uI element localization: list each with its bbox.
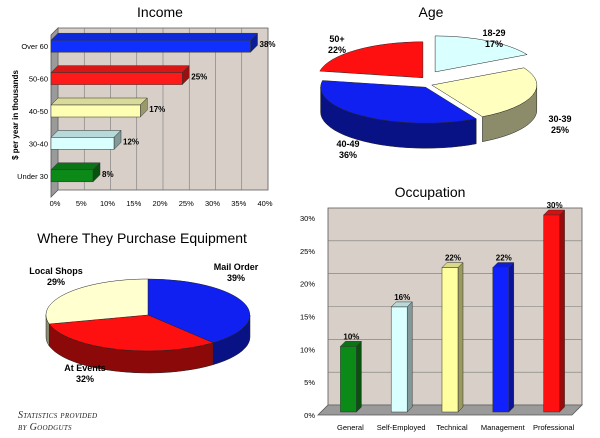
age-slice-label: 18-29 [482, 28, 505, 38]
income-bar [50, 39, 251, 53]
income-xtick: 10% [100, 199, 115, 208]
income-xtick: 0% [50, 199, 61, 208]
age-slice-label: 40-49 [336, 139, 359, 149]
occupation-bar [441, 267, 459, 413]
occupation-xtick: Self-Employed [377, 423, 426, 432]
occupation-chart: Occupation 0% 5% 10% 15% 20% 25% 30% 10% General… [300, 184, 583, 432]
income-bar-label: 38% [260, 40, 276, 49]
purchase-slice-value: 39% [227, 273, 245, 283]
credit-line-2: by Goodguts [18, 422, 72, 433]
income-bar-label: 8% [102, 170, 114, 179]
income-bar-label: 17% [149, 105, 165, 114]
income-xtick: 40% [257, 199, 272, 208]
purchase-slice-value: 32% [76, 374, 94, 384]
purchase-slice [147, 278, 251, 343]
purchase-title: Where They Purchase Equipment [37, 230, 247, 246]
income-ytick: 40-50 [29, 107, 48, 116]
occupation-bar-side [356, 340, 362, 413]
occupation-ytick: 20% [300, 280, 315, 289]
occupation-bar-side [559, 209, 565, 413]
age-slice-value: 22% [328, 45, 346, 55]
income-ytick: 50-60 [29, 75, 48, 84]
purchase-slice [48, 314, 214, 352]
occupation-bar-label: 10% [343, 332, 359, 341]
purchase-slice [45, 278, 149, 325]
income-xtick: 25% [179, 199, 194, 208]
occupation-bar-label: 30% [547, 201, 563, 210]
age-slice [319, 41, 424, 79]
income-xtick: 35% [231, 199, 246, 208]
age-slice [431, 67, 538, 117]
purchase-slice-value: 29% [47, 277, 65, 287]
purchase-slice-label: Mail Order [214, 262, 259, 272]
occupation-ytick: 0% [304, 411, 315, 420]
occupation-bar [390, 306, 408, 413]
age-title: Age [419, 4, 444, 20]
income-ytick: 30-40 [29, 139, 48, 148]
income-title: Income [137, 4, 183, 20]
income-ylabel: $ per year in thousands [11, 70, 20, 160]
occupation-title: Occupation [395, 184, 466, 200]
age-slice-label: 50+ [329, 34, 344, 44]
income-bar-top [50, 130, 122, 138]
occupation-ytick: 5% [304, 378, 315, 387]
occupation-ytick: 15% [300, 313, 315, 322]
occupation-ytick: 25% [300, 247, 315, 256]
age-slice-label: 30-39 [548, 114, 571, 124]
occupation-xtick: Technical [436, 423, 468, 432]
purchase-slice-label: Local Shops [29, 266, 83, 276]
purchase-slice-label: At Events [64, 363, 106, 373]
income-ytick: Over 60 [21, 42, 48, 51]
income-bar-top [50, 97, 148, 106]
income-bar [50, 72, 183, 85]
income-xtick: 5% [76, 199, 87, 208]
age-slice-value: 36% [339, 150, 357, 160]
age-slice-value: 17% [485, 39, 503, 49]
occupation-bar [543, 214, 560, 413]
income-bar [50, 104, 141, 118]
occupation-bar-side [457, 261, 464, 413]
occupation-bar-side [508, 261, 515, 413]
income-xtick: 30% [205, 199, 220, 208]
income-chart: Income $ per year in thousands 0% 5% 10% 15… [11, 4, 276, 208]
income-bar [50, 169, 94, 183]
occupation-bar-label: 22% [496, 254, 512, 263]
occupation-bar [340, 346, 357, 413]
occupation-xtick: Management [481, 423, 526, 432]
occupation-bar-label: 16% [394, 293, 410, 302]
occupation-ytick: 30% [300, 214, 315, 223]
income-bar-top [50, 162, 101, 171]
occupation-xtick: Professional [533, 423, 575, 432]
income-bar-top [50, 32, 259, 41]
income-xtick: 20% [152, 199, 167, 208]
income-bar [50, 137, 115, 150]
income-bar-top [50, 65, 190, 73]
income-ytick: Under 30 [17, 172, 48, 181]
occupation-bar [492, 267, 510, 413]
occupation-bar-side [406, 301, 413, 413]
occupation-bar-label: 22% [445, 254, 461, 263]
age-slice [434, 35, 528, 73]
purchase-chart: Where They Purchase Equipment Mail Order… [29, 230, 259, 384]
occupation-ytick: 10% [300, 345, 315, 354]
age-slice [320, 80, 477, 124]
credit-line-1: Statistics provided [18, 410, 98, 421]
credit-text: Statistics provided by Goodguts [18, 410, 97, 434]
occupation-xtick: General [337, 423, 364, 432]
income-bar-label: 25% [191, 73, 207, 82]
age-slice-value: 25% [551, 125, 569, 135]
income-xtick: 15% [126, 199, 141, 208]
income-bar-label: 12% [123, 137, 139, 146]
